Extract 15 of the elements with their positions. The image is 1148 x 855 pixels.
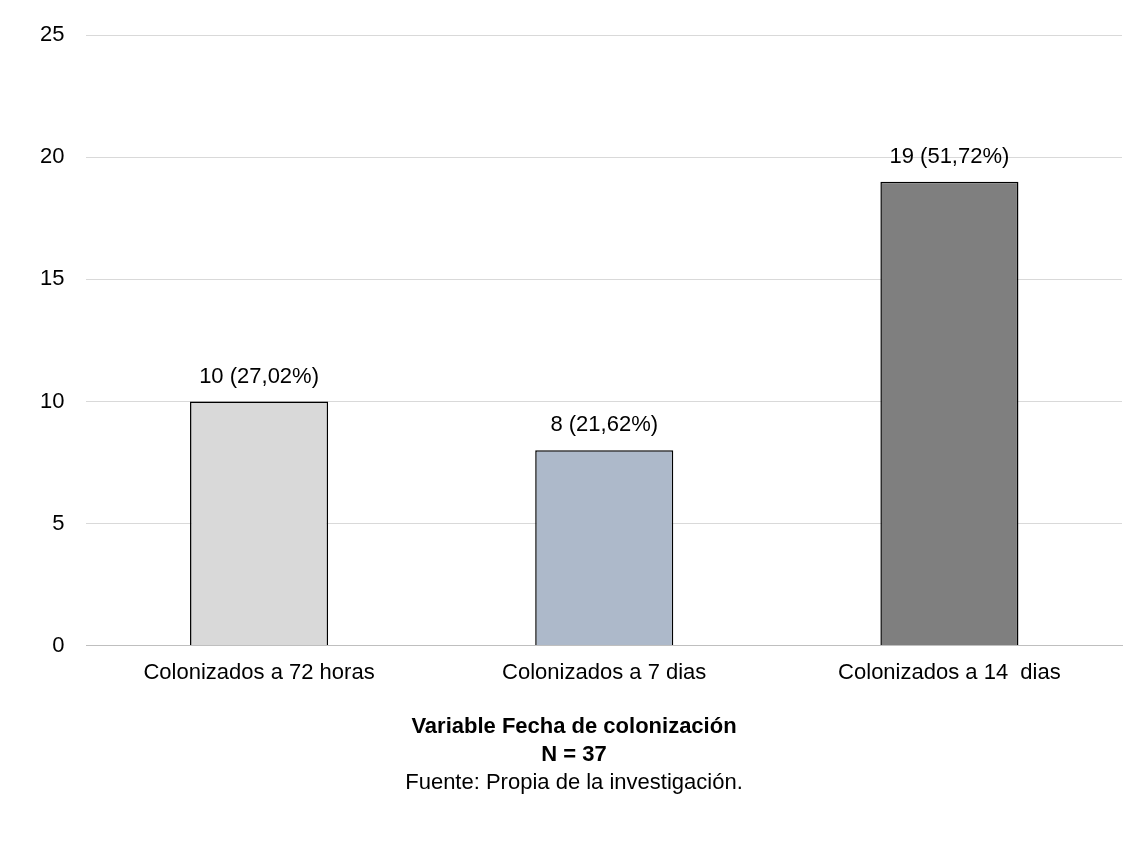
x-tick-label: Colonizados a 7 dias bbox=[502, 658, 707, 684]
x-tick-label: Colonizados a 14 dias bbox=[838, 658, 1061, 684]
y-tick-label: 5 bbox=[52, 509, 65, 535]
data-label: 10 (27,02%) bbox=[199, 362, 319, 388]
text: N = 37 bbox=[540, 740, 608, 768]
y-tick-label: 10 bbox=[39, 387, 65, 413]
x-tick-label: Colonizados a 72 horas bbox=[143, 658, 375, 684]
data-label: 8 (21,62%) bbox=[550, 411, 659, 437]
y-tick-label: 15 bbox=[39, 265, 65, 291]
data-label: 19 (51,72%) bbox=[889, 142, 1010, 168]
y-tick-label: 20 bbox=[39, 143, 65, 169]
y-tick-label: 0 bbox=[52, 631, 65, 657]
y-tick-label: 25 bbox=[39, 21, 65, 47]
x-axis-title: Variable Fecha de colonización bbox=[410, 712, 738, 740]
source-note: Fuente: Propia de la investigación. bbox=[404, 768, 744, 796]
